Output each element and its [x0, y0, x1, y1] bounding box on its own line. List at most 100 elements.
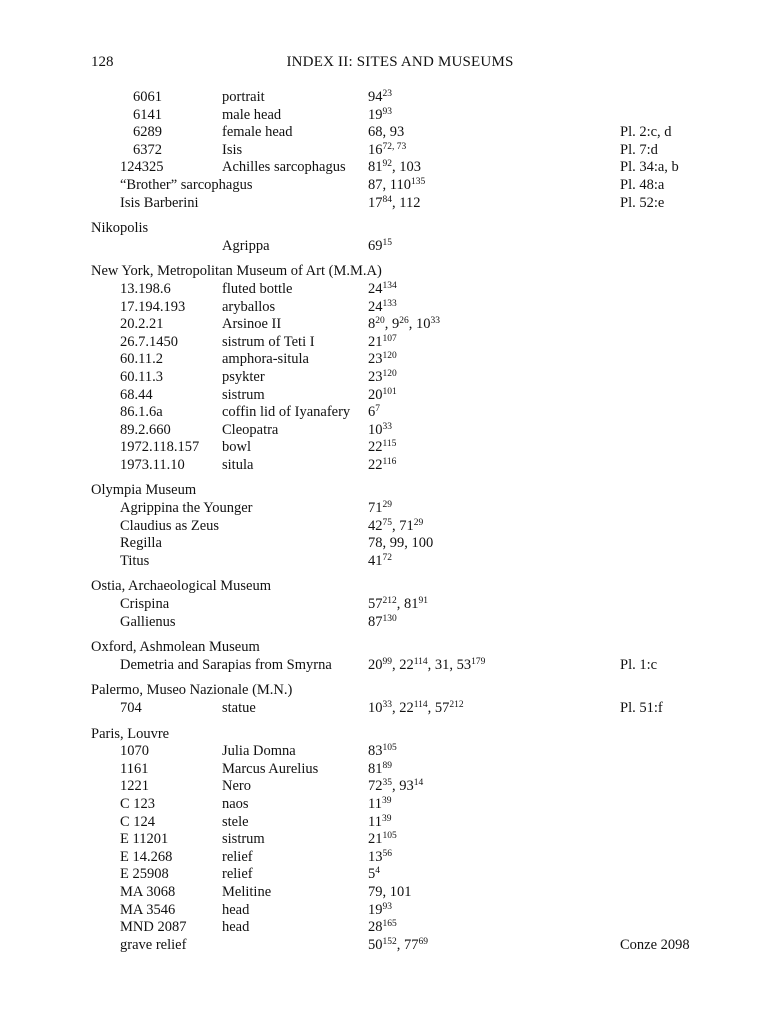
note-ref: 114 [413, 656, 428, 667]
index-entry: 68.44 sistrum 20101 [91, 387, 731, 405]
object-description: relief [222, 848, 253, 865]
index-entry: 6372 Isis 1672, 73 Pl. 7:d [91, 142, 731, 160]
page-references: 8189 [368, 761, 392, 781]
note-ref: 101 [382, 386, 397, 397]
page-ref: 53 [456, 656, 472, 673]
page-references: 1139 [368, 814, 391, 834]
index-entry: “Brother” sarcophagus 87, 110135 Pl. 48:a [91, 177, 731, 195]
inventory-number: 1161 [120, 760, 149, 777]
note-ref: 116 [382, 456, 397, 467]
note-ref: 212 [449, 700, 464, 710]
page-references: 24134 [368, 281, 397, 301]
index-entry: Claudius as Zeus 4275, 7129 [91, 518, 731, 536]
note-ref: 179 [471, 656, 486, 667]
page-ref: 93 [389, 124, 405, 141]
note-ref: 33 [382, 700, 393, 710]
page-ref: 112 [399, 194, 421, 211]
page-references: 67 [368, 404, 380, 424]
inventory-number: 6289 [133, 124, 162, 141]
page-references: 1033 [368, 422, 392, 442]
page-ref: 50 [368, 936, 383, 953]
entry-label: Demetria and Sarapias from Smyrna [120, 656, 332, 673]
note-ref: 84 [382, 194, 393, 205]
note-ref: 29 [413, 517, 424, 528]
index-entry: 1070 Julia Domna 83105 [91, 743, 731, 761]
inventory-number: 86.1.6a [120, 404, 163, 421]
index-entry: Demetria and Sarapias from Smyrna 2099, 2… [91, 657, 731, 675]
page-references: 21107 [368, 334, 397, 354]
entry-label: Gallienus [120, 613, 176, 630]
object-description: Nero [222, 778, 251, 795]
page-ref: 87 [368, 176, 383, 193]
object-description: sistrum [222, 831, 265, 848]
page-references: 23120 [368, 369, 397, 389]
page-ref: 81 [368, 760, 383, 777]
page-ref: 101 [389, 883, 412, 900]
page-references: 54 [368, 866, 380, 886]
inventory-number: 1070 [120, 743, 149, 760]
page-references: 22115 [368, 439, 396, 459]
page-ref: 99 [389, 535, 405, 552]
index-group: Palermo, Museo Nazionale (M.N.) 704 statue… [91, 682, 731, 717]
inventory-number: MND 2087 [120, 919, 187, 936]
index-entry: 1972.118.157 bowl 22115 [91, 439, 731, 457]
group-heading: Paris, Louvre [91, 725, 170, 742]
index-entry: 6141 male head 1993 [91, 107, 731, 125]
page-references: 87, 110135 [368, 176, 426, 193]
object-description: psykter [222, 368, 265, 385]
page-ref: 72 [368, 778, 383, 795]
page-references: 7235, 9314 [368, 778, 424, 795]
group-heading: New York, Metropolitan Museum of Art (M.… [91, 263, 382, 280]
object-description: male head [222, 106, 282, 123]
note-ref: 212 [382, 596, 397, 607]
page-references: 820, 926, 1033 [368, 316, 441, 333]
page-references: 4275, 7129 [368, 517, 424, 534]
note-ref: 93 [382, 901, 393, 912]
note-ref: 33 [430, 316, 441, 327]
page-ref: 71 [368, 500, 383, 517]
group-heading: Palermo, Museo Nazionale (M.N.) [91, 682, 293, 699]
note-ref: 105 [382, 743, 397, 754]
page-ref: 42 [368, 517, 383, 534]
plate-reference: Pl. 7:d [620, 141, 658, 158]
inventory-number: 17.194.193 [120, 298, 186, 315]
page-ref: 79 [368, 883, 383, 900]
page-ref: 22 [399, 700, 414, 716]
page-ref: 8 [368, 316, 376, 333]
object-description: Isis [222, 141, 243, 158]
index-entry: Crispina 57212, 8191 [91, 596, 731, 614]
page-references: 28165 [368, 919, 397, 939]
note-ref: 69 [418, 936, 429, 947]
page-ref: 110 [389, 176, 411, 193]
note-ref: 115 [382, 439, 397, 450]
page-ref: 71 [399, 517, 414, 534]
index-entry: 60.11.3 psykter 23120 [91, 369, 731, 387]
group-heading: Nikopolis [91, 220, 149, 237]
inventory-number: E 25908 [120, 866, 169, 883]
inventory-number: 60.11.3 [120, 368, 163, 385]
note-ref: 33 [382, 421, 393, 432]
page-references: 1993 [368, 107, 392, 127]
index-entry: 704 statue 1033, 22114, 57212 Pl. 51:f [91, 700, 731, 718]
object-description: Melitine [222, 883, 272, 900]
page-ref: 100 [411, 535, 434, 552]
index-entry: C 123 naos 1139 [91, 796, 731, 814]
page-ref: 22 [368, 456, 383, 473]
index-entry: 89.2.660 Cleopatra 1033 [91, 422, 731, 440]
page-ref: 21 [368, 831, 383, 848]
index-entry: 1161 Marcus Aurelius 8189 [91, 761, 731, 779]
page-ref: 69 [368, 237, 383, 254]
page-references: 1672, 73 [368, 142, 406, 162]
note-ref: 105 [382, 831, 397, 842]
object-description: Arsinoe II [222, 316, 282, 333]
index-entry: Agrippina the Younger 7129 [91, 500, 731, 518]
object-description: head [222, 919, 250, 936]
page-ref: 28 [368, 919, 383, 936]
object-description: Cleopatra [222, 421, 279, 438]
page-ref: 78 [368, 535, 383, 552]
object-description: female head [222, 124, 293, 141]
inventory-number: E 11201 [120, 831, 169, 848]
page-references: 8192, 103 [368, 159, 421, 176]
inventory-number: 13.198.6 [120, 280, 171, 297]
page-references: 83105 [368, 743, 397, 763]
